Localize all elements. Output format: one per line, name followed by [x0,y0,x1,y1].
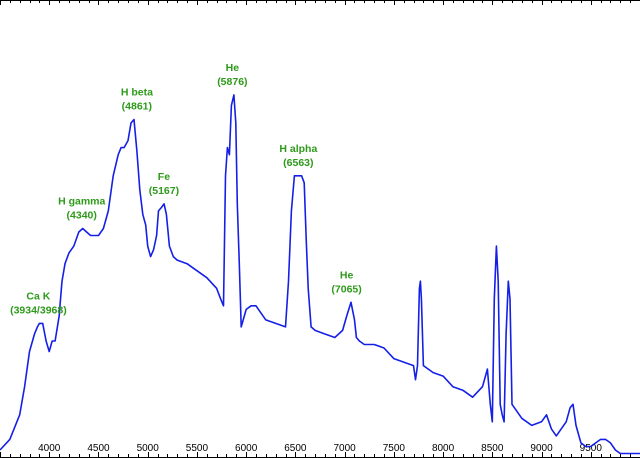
annotation-wavelength: (5167) [149,185,179,197]
annotation-wavelength: (5876) [217,76,247,88]
line-annotation: (4861) H beta [121,87,153,113]
line-annotation: (7065) He [331,269,361,295]
line-annotation: (3934/3968) Ca K [10,290,67,316]
annotation-wavelength: (4861) [122,101,152,113]
annotation-label: He [226,62,240,74]
x-tick-label: 8000 [432,443,455,454]
x-tick-label: 6000 [235,443,258,454]
annotation-label: He [340,269,354,281]
series-layer [0,94,640,455]
annotation-label: Ca K [26,290,50,302]
x-tick-label: 9000 [530,443,553,454]
x-tick-label: 9500 [580,443,603,454]
annotation-label: H beta [121,87,153,99]
annotation-label: H alpha [279,143,317,155]
spectrum-series-line [0,94,640,455]
line-annotation: (6563) H alpha [279,143,317,169]
x-tick-label: 7000 [333,443,356,454]
line-annotation: (5167) Fe [149,171,179,197]
x-tick-label: 6500 [284,443,307,454]
annotation-wavelength: (7065) [331,283,361,295]
x-tick-label: 5500 [186,443,209,454]
annotation-wavelength: (4340) [67,210,97,222]
x-tick-label: 8500 [481,443,504,454]
annotation-layer: (3934/3968) Ca K (4340) H gamma (4861) H beta… [10,62,362,316]
annotation-label: H gamma [58,196,105,208]
line-annotation: (4340) H gamma [58,196,105,222]
x-tick-label: 5000 [137,443,160,454]
annotation-wavelength: (3934/3968) [10,304,67,316]
line-annotation: (5876) He [217,62,247,88]
x-tick-label: 4000 [38,443,61,454]
x-tick-label: 7500 [383,443,406,454]
annotation-label: Fe [158,171,170,183]
x-tick-label: 4500 [87,443,110,454]
annotation-wavelength: (6563) [283,157,313,169]
